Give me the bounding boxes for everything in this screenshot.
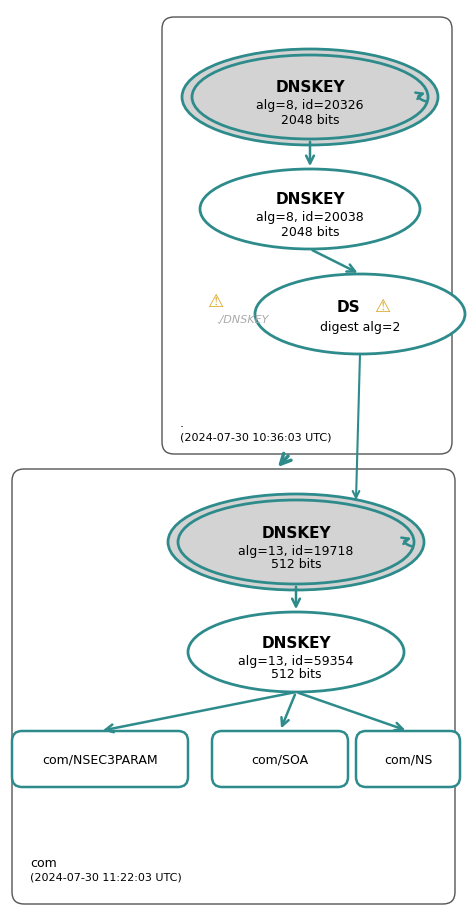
Ellipse shape bbox=[255, 275, 465, 355]
Ellipse shape bbox=[200, 170, 420, 250]
Text: alg=8, id=20326: alg=8, id=20326 bbox=[256, 99, 364, 112]
Text: com/NS: com/NS bbox=[384, 753, 432, 766]
FancyBboxPatch shape bbox=[356, 732, 460, 788]
Text: 512 bits: 512 bits bbox=[271, 558, 321, 571]
Text: DNSKEY: DNSKEY bbox=[275, 80, 345, 96]
Ellipse shape bbox=[178, 501, 414, 584]
FancyBboxPatch shape bbox=[212, 732, 348, 788]
Text: DNSKEY: DNSKEY bbox=[261, 525, 331, 540]
Text: DNSKEY: DNSKEY bbox=[261, 635, 331, 650]
Ellipse shape bbox=[182, 50, 438, 146]
Text: alg=13, id=19718: alg=13, id=19718 bbox=[238, 544, 354, 557]
Text: ⚠: ⚠ bbox=[374, 298, 390, 315]
Text: ⚠: ⚠ bbox=[207, 292, 223, 311]
Text: com: com bbox=[30, 857, 57, 869]
Text: 512 bits: 512 bits bbox=[271, 668, 321, 681]
Ellipse shape bbox=[192, 56, 428, 140]
Text: 2048 bits: 2048 bits bbox=[281, 225, 339, 238]
Ellipse shape bbox=[188, 612, 404, 692]
Text: com/NSEC3PARAM: com/NSEC3PARAM bbox=[42, 753, 158, 766]
Text: (2024-07-30 11:22:03 UTC): (2024-07-30 11:22:03 UTC) bbox=[30, 872, 182, 882]
Ellipse shape bbox=[168, 494, 424, 590]
FancyBboxPatch shape bbox=[12, 732, 188, 788]
Text: alg=13, id=59354: alg=13, id=59354 bbox=[238, 653, 354, 667]
Text: DNSKEY: DNSKEY bbox=[275, 192, 345, 208]
Text: DS: DS bbox=[336, 300, 360, 314]
Text: 2048 bits: 2048 bits bbox=[281, 113, 339, 126]
Text: alg=8, id=20038: alg=8, id=20038 bbox=[256, 211, 364, 224]
Text: (2024-07-30 10:36:03 UTC): (2024-07-30 10:36:03 UTC) bbox=[180, 433, 332, 443]
Text: digest alg=2: digest alg=2 bbox=[320, 320, 400, 333]
Text: com/SOA: com/SOA bbox=[251, 753, 309, 766]
Text: .: . bbox=[180, 416, 184, 429]
FancyBboxPatch shape bbox=[12, 470, 455, 904]
Text: ./DNSKEY: ./DNSKEY bbox=[217, 314, 269, 324]
FancyBboxPatch shape bbox=[162, 18, 452, 455]
